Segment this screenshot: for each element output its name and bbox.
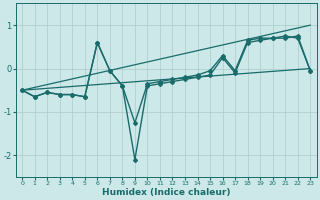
X-axis label: Humidex (Indice chaleur): Humidex (Indice chaleur) xyxy=(102,188,230,197)
